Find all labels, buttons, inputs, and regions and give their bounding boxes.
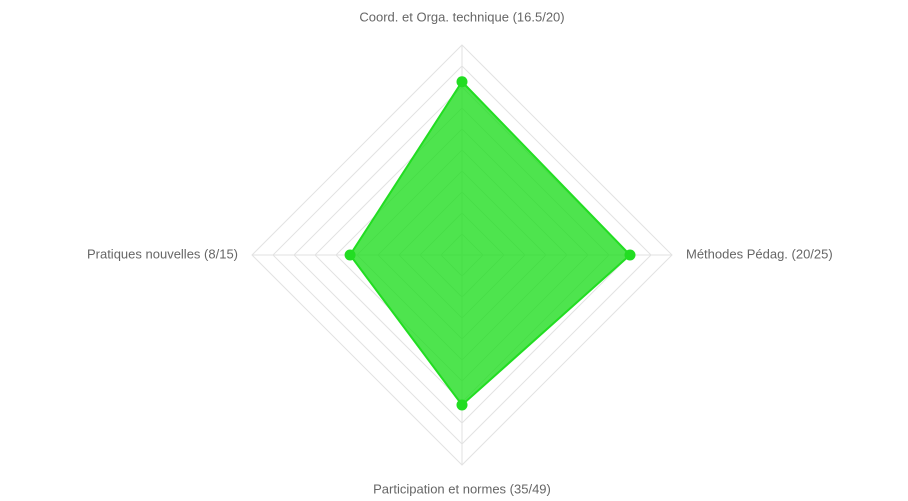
- axis-label: Coord. et Orga. technique (16.5/20): [359, 9, 564, 24]
- data-point: [624, 249, 636, 261]
- axis-label: Méthodes Pédag. (20/25): [686, 246, 833, 261]
- axis-label: Pratiques nouvelles (8/15): [87, 246, 238, 261]
- axis-label: Participation et normes (35/49): [373, 481, 551, 496]
- data-point: [456, 399, 468, 411]
- data-area: [348, 80, 632, 407]
- data-point: [456, 76, 468, 88]
- data-point: [344, 249, 356, 261]
